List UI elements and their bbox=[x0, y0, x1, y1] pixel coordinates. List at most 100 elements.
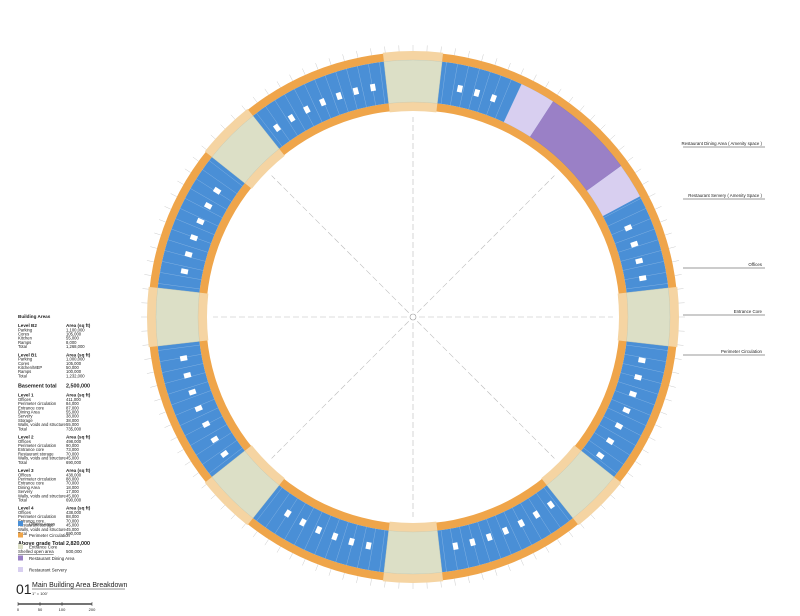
void bbox=[628, 390, 638, 398]
grid-tick bbox=[579, 105, 585, 112]
area-unit: Area (sq ft) bbox=[66, 393, 91, 398]
office-grid bbox=[611, 399, 651, 416]
void bbox=[201, 420, 211, 429]
grid-tick bbox=[264, 539, 269, 546]
row-label: Offices bbox=[18, 397, 31, 402]
core-inner bbox=[388, 521, 438, 532]
grid-tick bbox=[315, 62, 319, 70]
office-grid bbox=[314, 515, 331, 555]
level-name: Level 4 bbox=[18, 506, 34, 511]
grid-tick bbox=[481, 54, 484, 62]
scale-label: 200 bbox=[89, 607, 96, 612]
table-heading: Building Areas bbox=[18, 314, 51, 319]
office-grid bbox=[468, 68, 480, 110]
row-label: Walls, voids and structure bbox=[18, 456, 66, 461]
grid-tick bbox=[467, 576, 470, 584]
grid-tick bbox=[649, 193, 656, 197]
row-label: Total bbox=[18, 498, 27, 503]
grid-tick bbox=[494, 58, 498, 66]
grid-tick bbox=[144, 274, 152, 276]
void bbox=[179, 355, 188, 362]
office-grid bbox=[607, 407, 647, 426]
grid-tick bbox=[609, 134, 616, 140]
grid-tick bbox=[289, 74, 293, 81]
office-grid bbox=[477, 71, 491, 113]
grid-tick bbox=[568, 531, 574, 538]
office-grid bbox=[208, 447, 243, 474]
office-grid bbox=[208, 160, 243, 187]
row-label: Entrance core bbox=[18, 447, 45, 452]
grid-tick bbox=[664, 232, 672, 236]
office-grid bbox=[459, 526, 469, 568]
legend-label: Offices Areas bbox=[29, 522, 56, 527]
row-value: 45,000 bbox=[66, 456, 79, 461]
office-grid bbox=[536, 492, 561, 528]
grid-tick bbox=[356, 50, 359, 58]
row-value: 105,000 bbox=[66, 332, 82, 337]
office-grid bbox=[335, 71, 349, 113]
row-value: 690,000 bbox=[66, 460, 82, 465]
void bbox=[369, 83, 377, 92]
grid-tick bbox=[627, 472, 634, 478]
restaurant-servery bbox=[503, 84, 640, 217]
office-grid bbox=[617, 381, 659, 395]
void bbox=[194, 404, 203, 413]
grid-tick bbox=[545, 81, 550, 88]
core-outer bbox=[572, 476, 622, 526]
row-value: 438,000 bbox=[66, 472, 82, 477]
area-unit: Area (sq ft) bbox=[66, 435, 91, 440]
callout-label: Restaurant Dining Area ( Amenity space ) bbox=[681, 141, 762, 146]
area-unit: Area (sq ft) bbox=[66, 352, 91, 357]
grid-tick bbox=[557, 539, 562, 546]
axis-line bbox=[417, 321, 555, 459]
row-value: 45,000 bbox=[66, 523, 79, 528]
office-grid bbox=[617, 239, 659, 253]
total-value: 2,500,000 bbox=[66, 384, 90, 390]
entrance-core bbox=[546, 450, 615, 519]
office-grid bbox=[158, 344, 200, 351]
void bbox=[210, 435, 220, 444]
row-label: Ramps bbox=[18, 369, 31, 374]
office-grid bbox=[599, 424, 636, 446]
office-grid bbox=[588, 440, 624, 465]
legend-label: Perimeter Circulation bbox=[29, 533, 71, 538]
core-outer bbox=[382, 572, 444, 584]
core-outer bbox=[147, 286, 158, 348]
grid-tick bbox=[220, 124, 226, 130]
office-grid bbox=[614, 390, 655, 406]
office-grid bbox=[167, 239, 209, 253]
grid-tick bbox=[170, 437, 177, 441]
grid-tick bbox=[557, 88, 562, 95]
entrance-core bbox=[383, 530, 443, 575]
row-label: Offices bbox=[18, 472, 31, 477]
office-grid bbox=[495, 515, 512, 555]
grid-tick bbox=[184, 461, 191, 466]
row-value: 88,000 bbox=[66, 514, 79, 519]
grid-tick bbox=[454, 48, 456, 56]
area-unit: Area (sq ft) bbox=[66, 468, 91, 473]
row-value: 105,000 bbox=[66, 361, 82, 366]
grid-tick bbox=[672, 371, 680, 374]
grid-tick bbox=[676, 344, 684, 346]
row-value: 50,000 bbox=[66, 365, 79, 370]
row-value: 45,000 bbox=[66, 493, 79, 498]
row-value: 45,000 bbox=[66, 527, 79, 532]
void bbox=[473, 88, 481, 97]
void bbox=[469, 538, 476, 547]
entrance-core bbox=[383, 59, 443, 104]
row-label: Entrance core bbox=[18, 405, 45, 410]
grid-tick bbox=[144, 358, 152, 360]
grid-tick bbox=[342, 572, 345, 580]
office-grid bbox=[167, 381, 209, 395]
grid-tick bbox=[533, 553, 537, 560]
title-scale: 1" = 100' bbox=[32, 591, 48, 596]
grid-tick bbox=[440, 580, 442, 588]
office-grid bbox=[603, 198, 642, 218]
void bbox=[634, 373, 643, 381]
office-grid bbox=[175, 218, 215, 235]
note-value: 500,000 bbox=[66, 549, 82, 554]
office-grid bbox=[520, 503, 542, 540]
row-value: 87,000 bbox=[66, 405, 79, 410]
void bbox=[595, 451, 605, 460]
core-inner bbox=[244, 445, 285, 486]
